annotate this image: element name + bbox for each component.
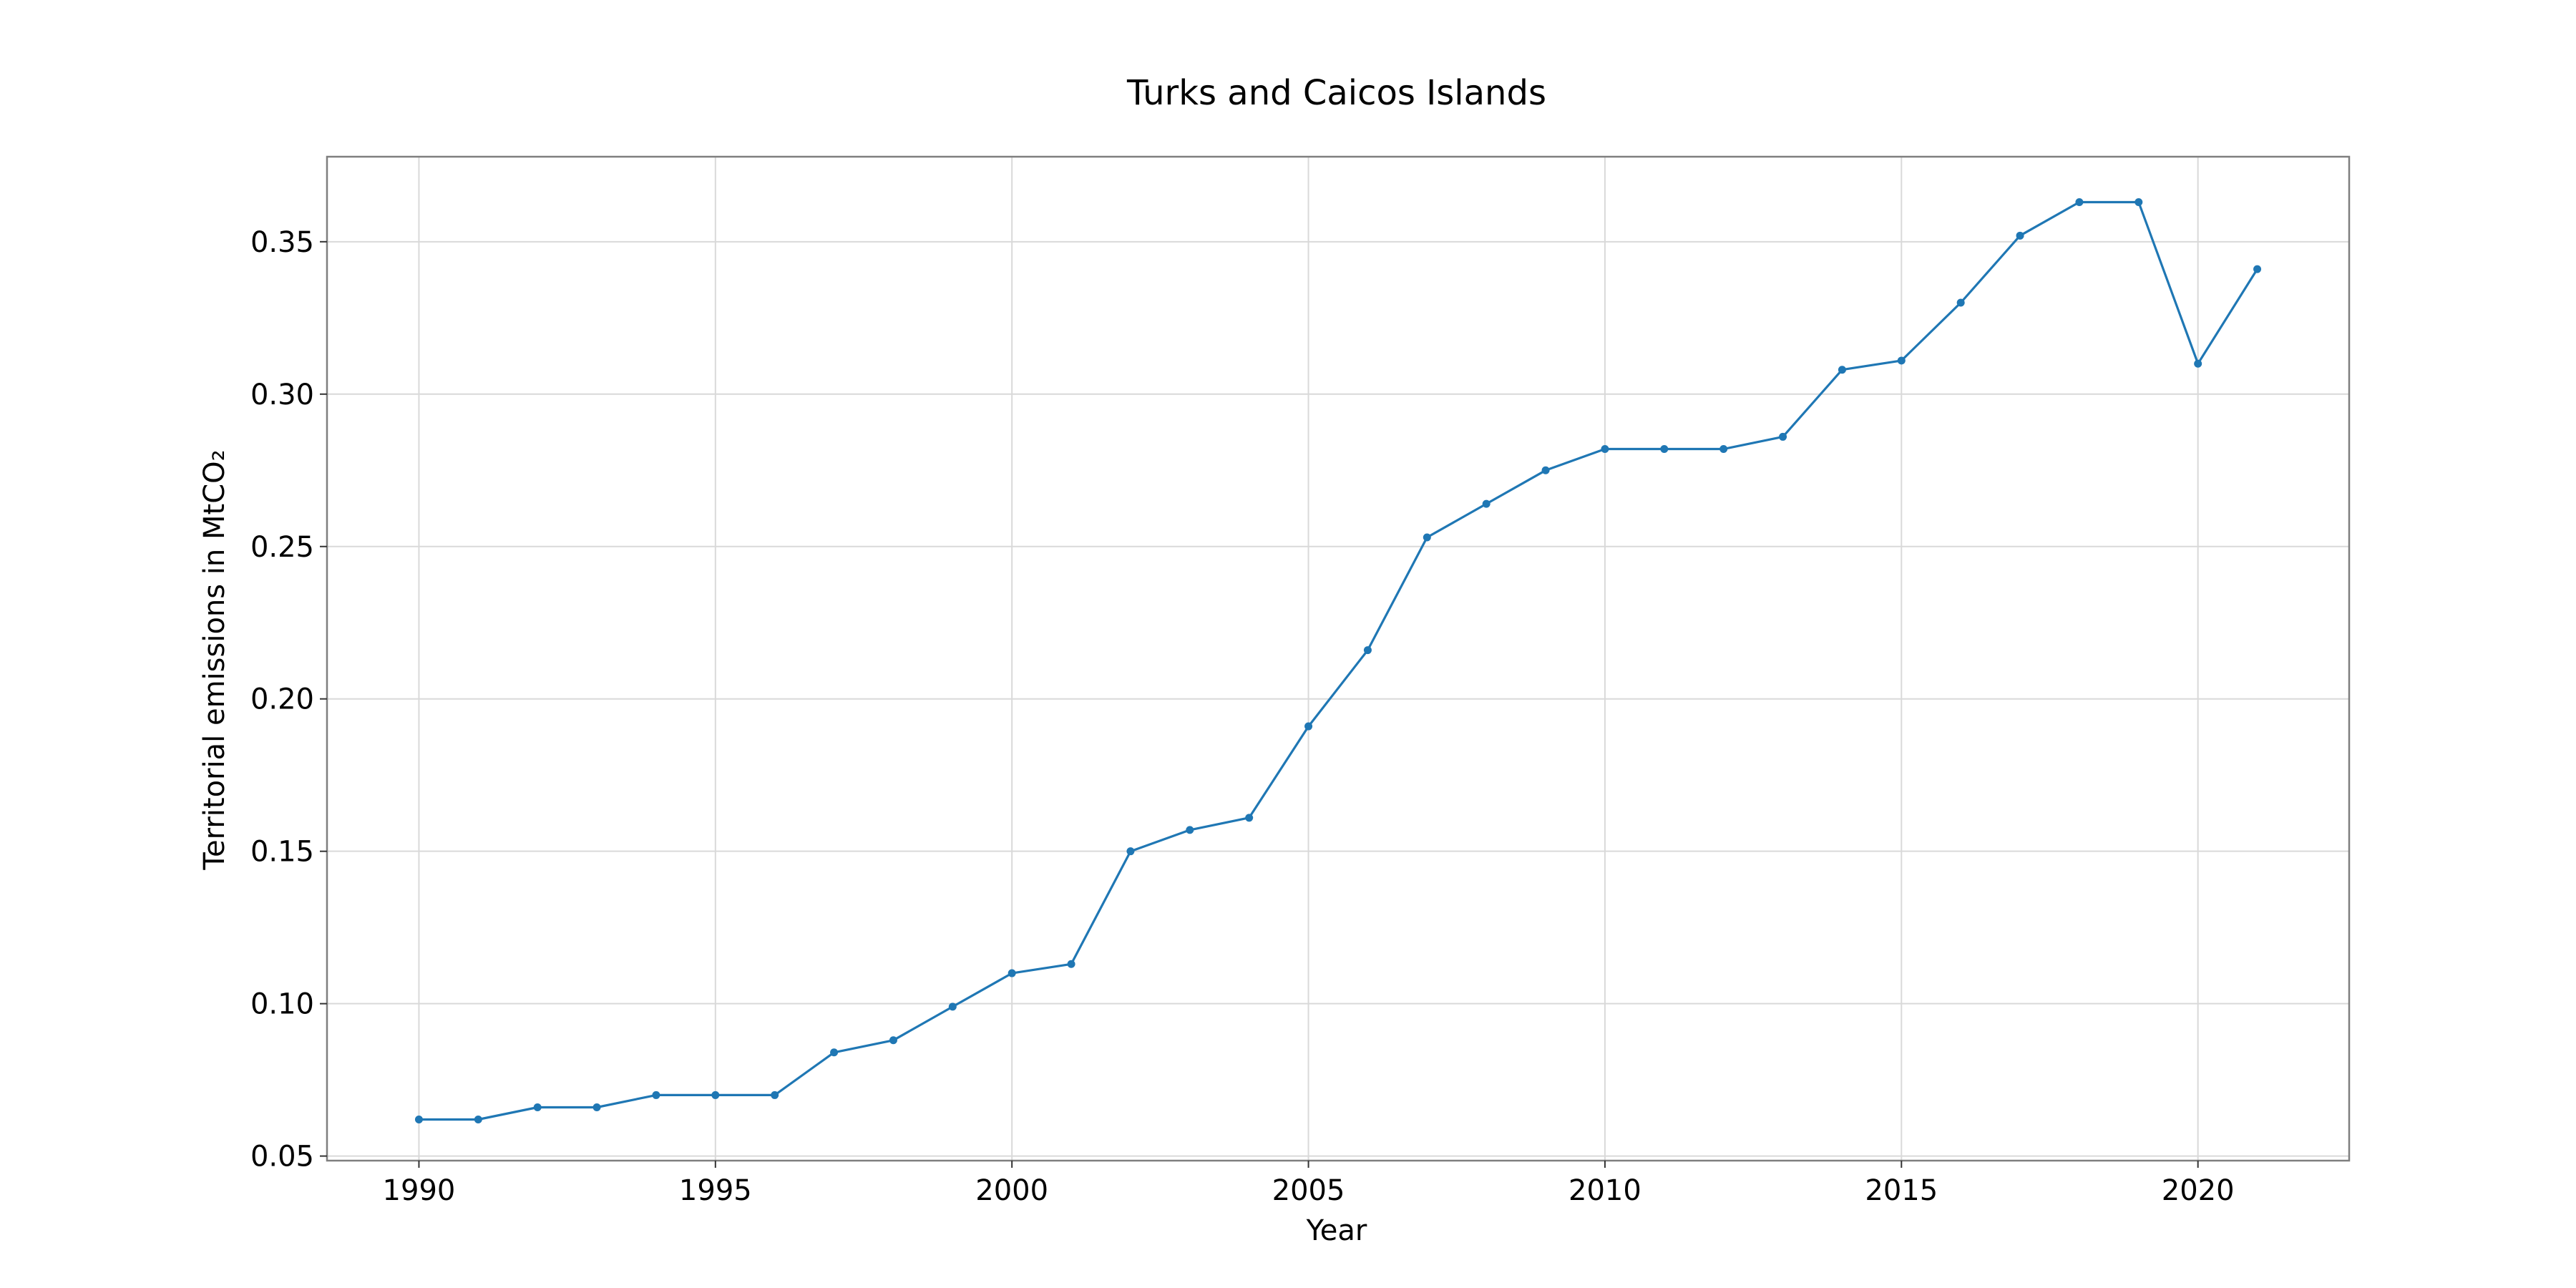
data-point	[1126, 847, 1135, 856]
data-point	[1897, 356, 1906, 365]
x-tick-label: 1990	[383, 1174, 456, 1207]
x-tick-label: 1995	[679, 1174, 752, 1207]
y-tick-label: 0.30	[250, 379, 314, 411]
y-axis-label: Territorial emissions in MtCO₂	[198, 449, 231, 870]
data-point	[414, 1116, 423, 1123]
data-point	[592, 1103, 601, 1111]
data-point	[1719, 444, 1728, 453]
data-point	[771, 1091, 779, 1099]
y-tick-label: 0.35	[250, 226, 314, 259]
y-tick-label: 0.05	[250, 1141, 314, 1174]
data-point	[1245, 814, 1254, 822]
data-point	[1304, 722, 1313, 731]
data-point	[2075, 197, 2084, 206]
data-point	[1423, 533, 1431, 542]
x-tick-label: 2010	[1568, 1174, 1641, 1207]
data-point	[1660, 444, 1669, 453]
data-point	[830, 1048, 839, 1057]
x-tick-label: 2020	[2162, 1174, 2235, 1207]
data-point	[1067, 960, 1075, 968]
data-point	[889, 1036, 897, 1045]
y-tick-label: 0.15	[250, 836, 314, 869]
x-tick-label: 2015	[1865, 1174, 1938, 1207]
data-point	[1363, 646, 1372, 655]
data-point	[1186, 826, 1194, 834]
data-point	[711, 1091, 720, 1099]
grid-lines	[327, 157, 2349, 1161]
x-axis-label: Year	[1306, 1214, 1367, 1247]
y-axis-ticks: 0.05 0.10 0.15 0.20 0.25 0.30 0.35	[250, 226, 327, 1174]
data-point	[533, 1103, 542, 1111]
data-point	[2253, 265, 2262, 273]
chart-title: Turks and Caicos Islands	[1126, 73, 1546, 113]
data-point	[1956, 298, 1965, 307]
data-point	[1601, 444, 1609, 453]
data-point	[1541, 466, 1550, 474]
series-layer	[414, 197, 2262, 1123]
data-point	[2194, 359, 2202, 368]
series-line	[419, 200, 2258, 1121]
data-point	[652, 1091, 660, 1099]
plot-frame	[326, 155, 2351, 1162]
data-point	[2016, 231, 2024, 240]
data-point	[1838, 366, 1846, 374]
data-point	[948, 1002, 957, 1011]
y-tick-label: 0.20	[250, 683, 314, 716]
data-point	[1482, 499, 1491, 508]
data-point	[474, 1116, 482, 1123]
y-tick-label: 0.25	[250, 531, 314, 564]
data-point	[1008, 969, 1016, 977]
x-axis-ticks: 1990 1995 2000 2005 2010 2015 2020	[383, 1161, 2235, 1207]
y-tick-label: 0.10	[250, 988, 314, 1021]
x-tick-label: 2000	[975, 1174, 1048, 1207]
data-point	[1779, 432, 1787, 441]
data-point	[2135, 197, 2143, 206]
x-tick-label: 2005	[1272, 1174, 1345, 1207]
